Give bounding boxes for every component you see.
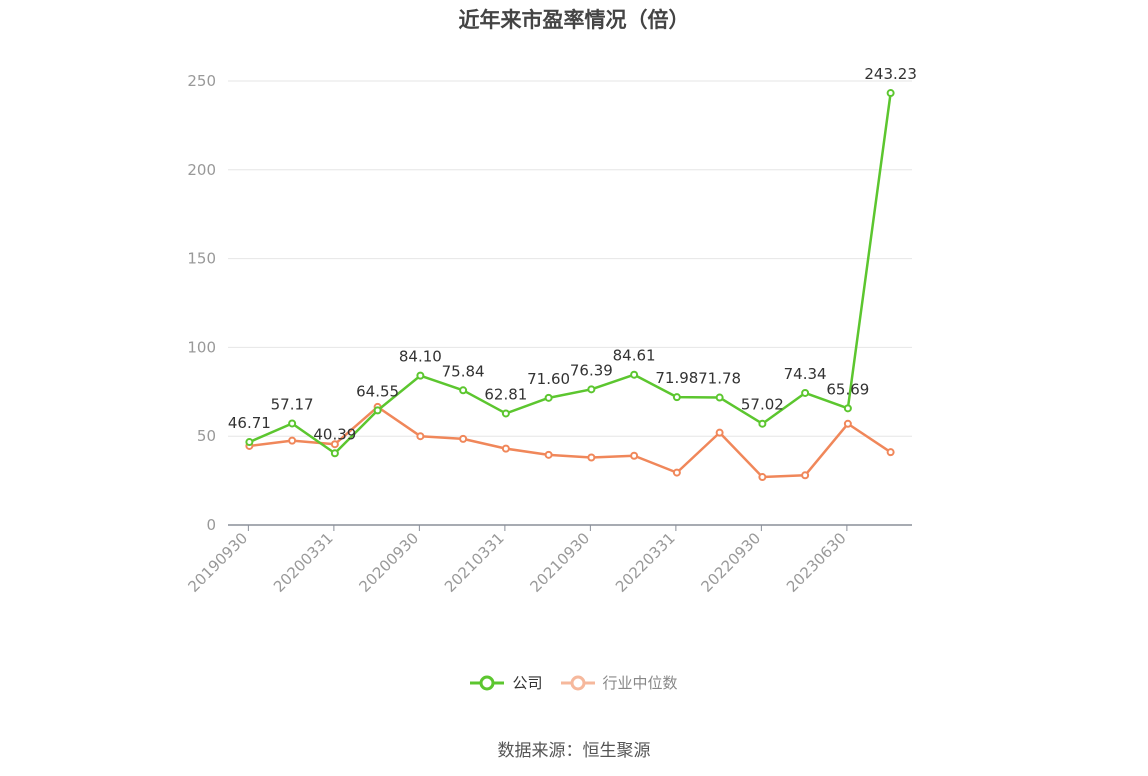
- x-tick-label: 20210930: [526, 529, 593, 596]
- company-data-point: [630, 370, 639, 379]
- industry-data-point: [587, 453, 596, 462]
- industry-data-point: [459, 434, 468, 443]
- chart-title: 近年来市盈率情况（倍）: [458, 8, 690, 32]
- axes: 0 50 100 150 200 250 20190930 20200331 20200930 2…: [184, 72, 912, 596]
- industry-series-line: [249, 405, 892, 479]
- industry-data-point: [843, 419, 852, 428]
- company-data-label: 65.69: [826, 380, 869, 398]
- x-tick-label: 20220331: [612, 529, 679, 596]
- company-data-point: [245, 438, 254, 447]
- company-data-label: 71.60: [527, 370, 570, 388]
- industry-data-point: [672, 468, 681, 477]
- company-data-point: [416, 371, 425, 380]
- company-data-label: 243.23: [864, 65, 917, 83]
- industry-data-point: [630, 451, 639, 460]
- company-data-point: [758, 419, 767, 428]
- x-tick-label: 20200930: [355, 529, 422, 596]
- industry-data-point: [288, 436, 297, 445]
- company-data-label: 71.78: [698, 370, 741, 388]
- company-legend-icon: [470, 675, 505, 690]
- x-tick-label: 20220930: [697, 529, 764, 596]
- company-data-point: [288, 419, 297, 428]
- company-data-label: 57.17: [271, 395, 314, 413]
- x-tick-label: 20200331: [270, 529, 337, 596]
- company-data-label: 75.84: [442, 362, 485, 380]
- company-data-point: [715, 393, 724, 402]
- y-tick-label: 50: [197, 427, 216, 445]
- company-data-point: [843, 404, 852, 413]
- company-data-label: 62.81: [484, 385, 527, 403]
- company-data-label: 64.55: [356, 382, 399, 400]
- company-data-point: [672, 393, 681, 402]
- company-data-label: 40.39: [313, 425, 356, 443]
- y-tick-label: 250: [187, 72, 216, 90]
- x-tick-label: 20210331: [441, 529, 508, 596]
- company-data-point: [544, 393, 553, 402]
- y-tick-label: 0: [206, 516, 216, 534]
- company-data-label: 84.61: [613, 347, 656, 365]
- y-tick-label: 100: [187, 338, 216, 356]
- industry-data-point: [330, 440, 339, 449]
- legend-label-industry: 行业中位数: [602, 674, 678, 692]
- company-data-label: 46.71: [228, 414, 271, 432]
- company-data-label: 57.02: [741, 396, 784, 414]
- legend: 公司 行业中位数: [0, 672, 1148, 693]
- industry-data-point: [801, 471, 810, 480]
- industry-data-point: [758, 473, 767, 482]
- x-tick-label: 20230630: [783, 529, 850, 596]
- company-data-point: [459, 386, 468, 395]
- company-data-point: [801, 388, 810, 397]
- legend-item-industry[interactable]: 行业中位数: [560, 672, 678, 693]
- industry-data-point: [715, 428, 724, 437]
- company-data-point: [373, 406, 382, 415]
- industry-data-point: [501, 444, 510, 453]
- x-tick-label: 20190930: [184, 529, 251, 596]
- series-layer: [245, 89, 895, 482]
- company-data-label: 84.10: [399, 348, 442, 366]
- industry-data-point: [416, 432, 425, 441]
- industry-data-point: [886, 448, 895, 457]
- company-data-label: 71.98: [655, 369, 698, 387]
- industry-legend-icon: [560, 675, 595, 690]
- legend-item-company[interactable]: 公司: [470, 672, 543, 693]
- company-data-point: [501, 409, 510, 418]
- company-data-label: 76.39: [570, 361, 613, 379]
- company-data-label: 74.34: [784, 365, 827, 383]
- y-tick-label: 200: [187, 161, 216, 179]
- y-tick-label: 150: [187, 250, 216, 268]
- industry-data-point: [544, 450, 553, 459]
- grid-lines: [228, 80, 912, 437]
- legend-label-company: 公司: [512, 674, 543, 692]
- data-source: 数据来源：恒生聚源: [497, 741, 651, 761]
- company-data-point: [330, 449, 339, 458]
- company-data-point: [587, 385, 596, 394]
- company-series-line: [248, 92, 892, 455]
- company-data-point: [886, 89, 895, 98]
